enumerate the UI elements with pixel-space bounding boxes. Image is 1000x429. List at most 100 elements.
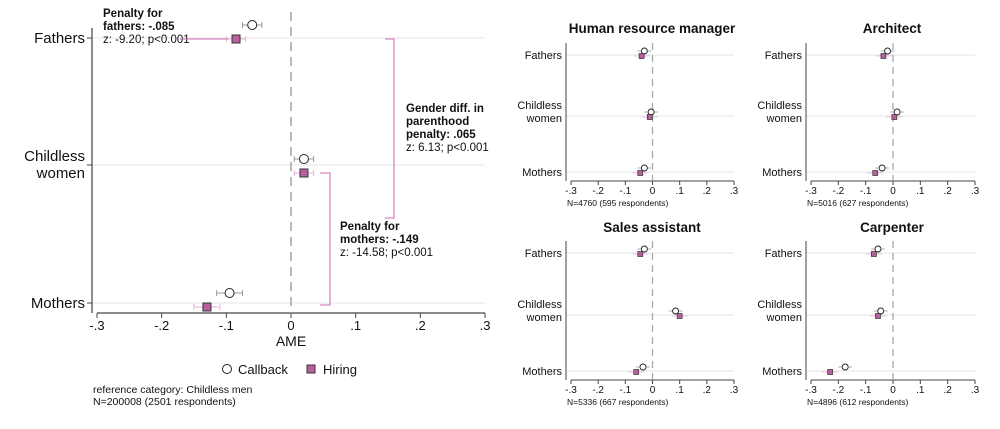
annotation-mothers-line1: Penalty for — [340, 221, 400, 233]
panel-1-callback-point-2 — [878, 164, 886, 172]
panel-3-x-tick-label-4: .1 — [916, 385, 925, 396]
panel-2-x-tick-label-6: .3 — [730, 385, 739, 396]
panel-1-y-label-0: Fathers — [765, 50, 803, 62]
panel-1-x-tick-label-6: .3 — [971, 186, 980, 197]
panel-3-hiring-point-2 — [827, 369, 833, 375]
panel-1-y-label-2: Mothers — [762, 167, 802, 179]
annotation-mothers-line2: mothers: -.149 — [340, 234, 419, 246]
main-callback-point-1 — [298, 154, 309, 164]
annotation-fathers-line1: Penalty for — [103, 8, 163, 20]
panel-2-x-tick-label-0: -.3 — [565, 385, 577, 396]
panel-3-title: Carpenter — [860, 220, 925, 235]
panel-1-x-tick-label-1: -.2 — [832, 186, 844, 197]
annotation-fathers-line3: z: -9.20; p<0.001 — [103, 34, 190, 46]
annotation-fathers-line2: fathers: -.085 — [103, 21, 175, 33]
panel-1-hiring-point-1 — [891, 114, 898, 120]
annotation-mothers-bracket — [320, 172, 331, 306]
main-hiring-point-1 — [299, 168, 309, 178]
panel-1-x-tick-label-3: 0 — [890, 186, 896, 197]
panel-2-y-label-1-a: Childless — [517, 299, 562, 311]
panel-2-x-tick-label-5: .2 — [703, 385, 712, 396]
panel-3-x-tick-label-1: -.2 — [832, 385, 844, 396]
main-hiring-point-0 — [231, 34, 241, 44]
main-x-axis-title: AME — [276, 333, 306, 349]
panel-2-hiring-point-0 — [637, 251, 644, 257]
panel-0-x-tick-label-5: .2 — [703, 186, 712, 197]
panel-0-x-tick-label-4: .1 — [675, 186, 684, 197]
panel-2-y-label-2: Mothers — [522, 366, 562, 378]
panel-1-title: Architect — [863, 21, 922, 36]
panel-0-y-label-1-b: women — [526, 113, 562, 125]
main-y-label-1-a: Childless — [24, 148, 85, 165]
panel-1-x-tick-label-4: .1 — [916, 186, 925, 197]
legend-hiring-marker — [306, 364, 316, 374]
panel-2-callback-point-1 — [672, 307, 680, 315]
panel-3-callback-point-1 — [877, 307, 885, 315]
panel-3-x-tick-label-3: 0 — [890, 385, 896, 396]
panel-1-hiring-point-0 — [880, 53, 887, 59]
panel-2-x-tick-label-3: 0 — [650, 385, 656, 396]
legend-callback-label: Callback — [238, 362, 288, 377]
note-reference: reference category: Childless men — [93, 384, 252, 396]
panel-1-hiring-point-2 — [872, 170, 879, 176]
panel-3-y-label-2: Mothers — [762, 366, 802, 378]
panel-0-hiring-point-0 — [638, 53, 645, 59]
annotation-mothers-line3: z: -14.58; p<0.001 — [340, 247, 433, 259]
panel-0-x-tick-label-2: -.1 — [619, 186, 631, 197]
panel-0-hiring-point-1 — [646, 114, 653, 120]
main-x-tick-label-4: .1 — [350, 318, 361, 333]
panel-1-y-label-1-b: women — [766, 113, 802, 125]
panel-2-hiring-point-1 — [676, 313, 683, 319]
panel-0-callback-point-2 — [640, 164, 648, 172]
panel-2-x-tick-label-1: -.2 — [592, 385, 604, 396]
main-x-tick-label-1: -.2 — [154, 318, 169, 333]
panel-1-n-note: N=5016 (627 respondents) — [807, 198, 909, 208]
panel-2-y-label-1-b: women — [526, 312, 562, 324]
annotation-gender-bracket — [385, 38, 395, 219]
panel-2-n-note: N=5336 (667 respondents) — [567, 397, 669, 407]
panel-3-x-tick-label-6: .3 — [971, 385, 980, 396]
main-x-tick-label-0: -.3 — [89, 318, 104, 333]
annotation-gender-line1: Gender diff. in — [406, 103, 484, 115]
panel-0-n-note: N=4760 (595 respondents) — [567, 198, 669, 208]
main-x-tick-label-6: .3 — [480, 318, 491, 333]
panel-2-callback-point-2 — [639, 363, 647, 371]
panel-3-callback-point-2 — [841, 363, 849, 371]
panel-1-callback-point-1 — [893, 108, 901, 116]
panel-0-x-tick-label-6: .3 — [730, 186, 739, 197]
annotation-gender-line3: penalty: .065 — [406, 129, 476, 141]
panel-2-x-tick-label-4: .1 — [675, 385, 684, 396]
panel-1-x-tick-label-0: -.3 — [805, 186, 817, 197]
panel-0-y-label-2: Mothers — [522, 167, 562, 179]
panel-3-hiring-point-0 — [871, 251, 877, 257]
panel-1-x-tick-label-2: -.1 — [860, 186, 872, 197]
panel-1-x-tick-label-5: .2 — [943, 186, 952, 197]
main-x-tick-label-3: 0 — [287, 318, 294, 333]
panel-0-title: Human resource manager — [569, 21, 736, 36]
panel-0-y-label-0: Fathers — [525, 50, 563, 62]
main-callback-point-2 — [224, 288, 235, 298]
annotation-gender-line2: parenthood — [406, 116, 469, 128]
panel-3-n-note: N=4896 (612 respondents) — [807, 397, 909, 407]
panel-0-callback-point-1 — [647, 108, 655, 116]
panel-3-y-label-0: Fathers — [765, 248, 803, 260]
panel-3-x-tick-label-0: -.3 — [805, 385, 817, 396]
panel-0-callback-point-0 — [640, 47, 648, 55]
main-y-label-2: Mothers — [31, 295, 85, 312]
main-y-label-0: Fathers — [34, 30, 85, 47]
panel-2-callback-point-0 — [640, 245, 648, 253]
legend-hiring-label: Hiring — [323, 362, 357, 377]
main-x-tick-label-2: -.1 — [219, 318, 234, 333]
panel-3-x-tick-label-2: -.1 — [860, 385, 872, 396]
panel-0-x-tick-label-1: -.2 — [592, 186, 604, 197]
panel-0-hiring-point-2 — [637, 170, 644, 176]
panel-3-hiring-point-1 — [875, 313, 881, 319]
main-x-tick-label-5: .2 — [415, 318, 426, 333]
panel-2-title: Sales assistant — [603, 220, 701, 235]
panel-2-x-tick-label-2: -.1 — [619, 385, 631, 396]
panel-1-y-label-1-a: Childless — [757, 100, 802, 112]
panel-3-x-tick-label-5: .2 — [943, 385, 952, 396]
panel-3-callback-point-0 — [874, 245, 882, 253]
